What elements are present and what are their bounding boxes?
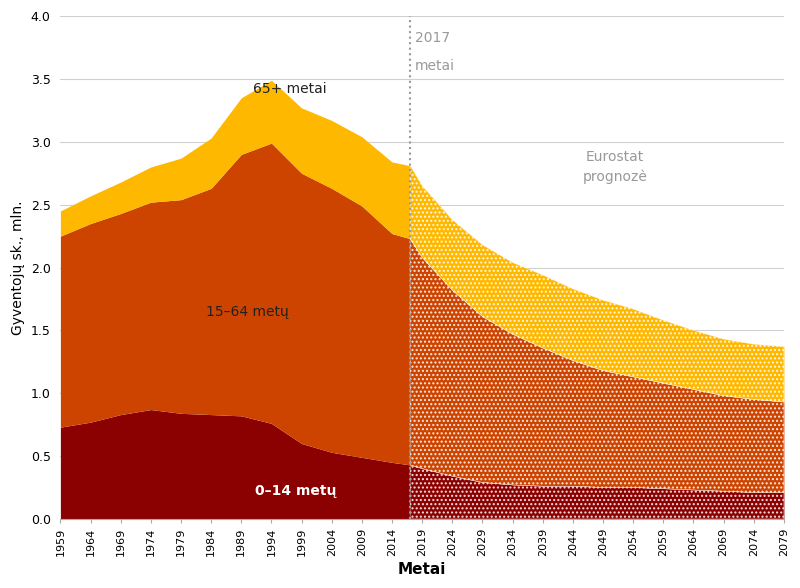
- Text: metai: metai: [415, 59, 455, 73]
- Text: 2017: 2017: [415, 31, 450, 45]
- Polygon shape: [410, 239, 784, 493]
- Text: 15–64 metų: 15–64 metų: [206, 305, 289, 319]
- Text: Eurostat
prognozè: Eurostat prognozè: [582, 150, 647, 184]
- Text: 0–14 metų: 0–14 metų: [254, 485, 336, 498]
- Polygon shape: [410, 166, 784, 402]
- Text: 65+ metai: 65+ metai: [254, 82, 327, 96]
- Y-axis label: Gyventojų sk., mln.: Gyventojų sk., mln.: [11, 201, 25, 335]
- X-axis label: Metai: Metai: [398, 562, 446, 577]
- Polygon shape: [410, 465, 784, 519]
